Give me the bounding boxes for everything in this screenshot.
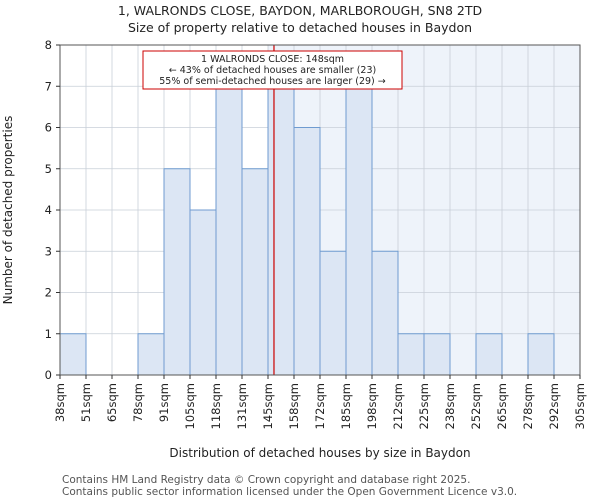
x-tick-label: 78sqm	[131, 383, 145, 422]
histogram-bar	[137, 333, 165, 376]
x-tick-label: 198sqm	[365, 383, 379, 429]
histogram-bar	[319, 250, 347, 376]
x-tick-label: 172sqm	[313, 383, 327, 429]
histogram-bar	[371, 250, 399, 376]
x-tick-label: 91sqm	[157, 383, 171, 422]
histogram-bar	[475, 333, 503, 376]
annotation-box	[142, 50, 403, 90]
y-tick-label: 3	[45, 244, 52, 258]
y-axis-label: Number of detached properties	[1, 116, 15, 305]
chart-subtitle: Size of property relative to detached ho…	[127, 20, 473, 35]
x-tick-label: 131sqm	[235, 383, 249, 429]
x-tick-label: 51sqm	[79, 383, 93, 422]
x-tick-label: 225sqm	[417, 383, 431, 429]
annotation-line: 1 WALRONDS CLOSE: 148sqm	[201, 54, 344, 65]
y-tick-label: 7	[45, 79, 52, 93]
histogram-bar	[267, 85, 295, 376]
x-tick-label: 252sqm	[469, 383, 483, 429]
x-tick-label: 265sqm	[495, 383, 509, 429]
histogram-bar	[215, 85, 243, 376]
histogram-bar	[241, 168, 269, 376]
y-tick-label: 6	[45, 121, 52, 135]
chart-title: 1, WALRONDS CLOSE, BAYDON, MARLBOROUGH, …	[117, 3, 483, 18]
histogram-bar	[189, 209, 217, 376]
annotation-line: 55% of semi-detached houses are larger (…	[159, 76, 386, 87]
histogram-chart: 0 1 2 3 4 5 6 7 8 38sqm 51sqm 65sqm 78sqm 91sqm 105sqm…	[1, 38, 587, 460]
y-tick-label: 8	[45, 38, 52, 52]
x-tick-label: 38sqm	[53, 383, 67, 422]
x-tick-label: 185sqm	[339, 383, 353, 429]
histogram-bar	[527, 333, 555, 376]
footer-line-2: Contains public sector information licen…	[62, 486, 518, 498]
x-tick-label: 145sqm	[261, 383, 275, 429]
histogram-bar	[293, 127, 321, 376]
y-tick-label: 0	[45, 368, 52, 382]
histogram-bar	[397, 333, 425, 376]
y-tick-label: 1	[45, 327, 52, 341]
histogram-bar	[423, 333, 451, 376]
histogram-bar	[59, 333, 87, 376]
x-tick-label: 65sqm	[105, 383, 119, 422]
annotation-line: ← 43% of detached houses are smaller (23…	[169, 65, 376, 76]
footer-line-1: Contains HM Land Registry data © Crown c…	[62, 474, 471, 486]
x-tick-label: 238sqm	[443, 383, 457, 429]
x-tick-label: 158sqm	[287, 383, 301, 429]
y-tick-label: 2	[45, 286, 52, 300]
x-axis-label: Distribution of detached houses by size …	[169, 446, 470, 460]
x-tick-label: 118sqm	[209, 383, 223, 429]
x-tick-label: 292sqm	[547, 383, 561, 429]
y-tick-label: 4	[45, 203, 52, 217]
x-tick-label: 278sqm	[521, 383, 535, 429]
histogram-bar	[163, 168, 191, 376]
x-tick-label: 105sqm	[183, 383, 197, 429]
histogram-bar	[345, 85, 373, 376]
x-tick-label: 305sqm	[573, 383, 587, 429]
y-tick-label: 5	[45, 162, 52, 176]
x-tick-label: 212sqm	[391, 383, 405, 429]
